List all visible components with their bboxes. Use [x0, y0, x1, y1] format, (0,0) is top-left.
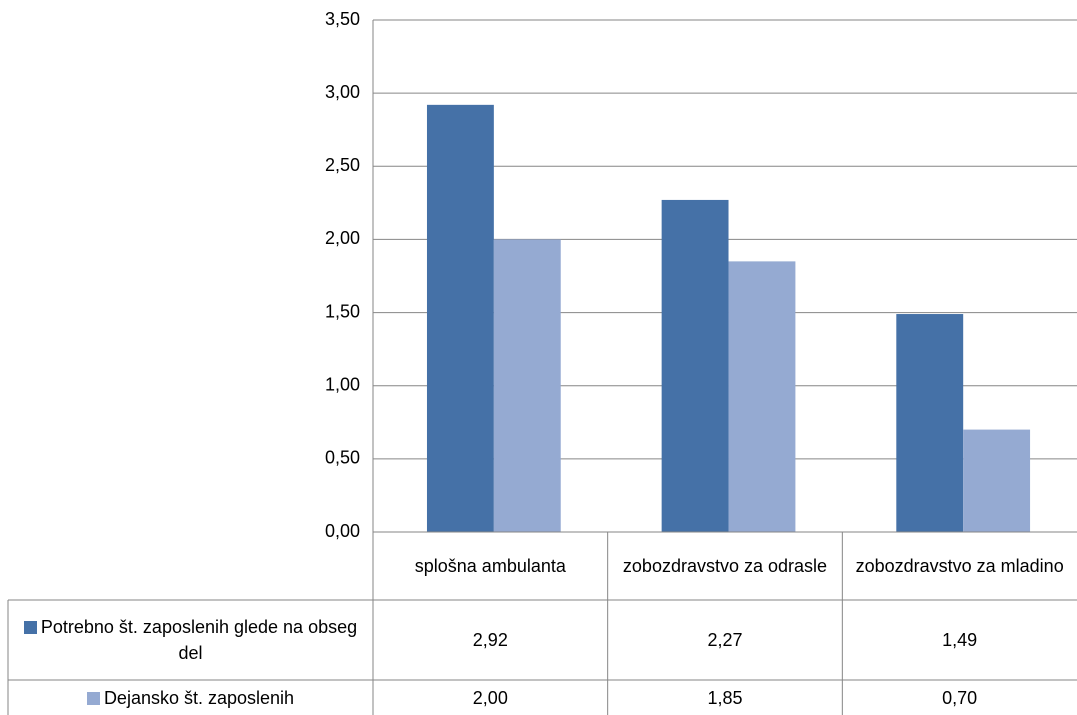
legend-entry: Potrebno št. zaposlenih glede na obseg d…	[8, 600, 373, 680]
y-tick-label: 0,50	[325, 448, 360, 468]
bar	[426, 104, 494, 533]
data-table-value: 2,92	[373, 600, 608, 680]
y-tick-label: 1,50	[325, 301, 360, 321]
legend-item: Dejansko št. zaposlenih	[86, 685, 295, 711]
bar	[896, 314, 964, 532]
legend-text: Potrebno št. zaposlenih glede na obseg d…	[40, 617, 358, 663]
data-table-value-text: 1,49	[942, 630, 978, 650]
data-table-value-text: 2,00	[472, 687, 508, 708]
data-table-value: 1,85	[608, 680, 843, 715]
x-tick-label-text: zobozdravstvo za mladino	[855, 556, 1064, 576]
data-table-value: 2,27	[608, 600, 843, 680]
y-tick-label: 0,00	[325, 521, 360, 541]
data-table-value-text: 2,92	[472, 630, 508, 650]
data-table-value: 0,70	[842, 680, 1077, 715]
legend-entry: Dejansko št. zaposlenih	[8, 680, 373, 715]
bar	[493, 239, 561, 532]
y-tick-label: 3,50	[325, 9, 360, 29]
y-tick-label: 2,50	[325, 155, 360, 175]
x-tick-label: splošna ambulanta	[373, 532, 608, 600]
x-tick-label-text: splošna ambulanta	[414, 556, 566, 576]
x-tick-label: zobozdravstvo za mladino	[842, 532, 1077, 600]
legend-key	[86, 691, 100, 705]
legend-item: Potrebno št. zaposlenih glede na obseg d…	[14, 614, 367, 666]
data-table-value-text: 2,27	[707, 630, 743, 650]
bar	[963, 429, 1031, 532]
legend-key	[23, 621, 37, 634]
y-tick-label: 3,00	[325, 82, 360, 102]
x-tick-label-text: zobozdravstvo za odrasle	[622, 556, 828, 576]
data-table-value: 2,00	[373, 680, 608, 715]
data-table-value-text: 0,70	[942, 687, 978, 708]
y-tick-label: 2,00	[325, 228, 360, 248]
legend-text: Dejansko št. zaposlenih	[103, 687, 295, 708]
bar	[728, 261, 796, 532]
bar	[661, 199, 729, 532]
y-tick-label: 1,00	[325, 374, 360, 394]
x-tick-label: zobozdravstvo za odrasle	[608, 532, 843, 600]
data-table-value-text: 1,85	[707, 687, 743, 708]
data-table-value: 1,49	[842, 600, 1077, 680]
